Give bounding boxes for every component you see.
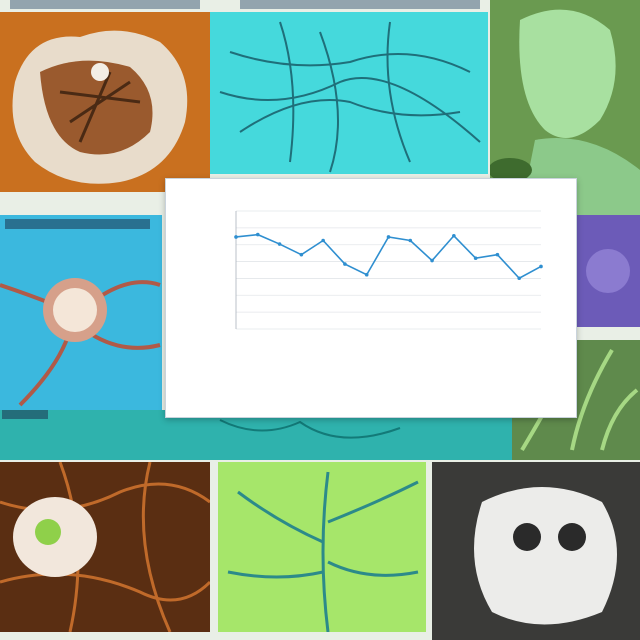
caption-top-center xyxy=(240,0,480,9)
data-point xyxy=(321,238,325,243)
data-point xyxy=(539,264,543,269)
data-point xyxy=(255,232,260,237)
caption-left xyxy=(5,219,150,229)
data-point xyxy=(430,258,434,263)
purple-tissue-photo xyxy=(576,215,640,327)
series-line xyxy=(235,233,542,280)
data-point xyxy=(408,238,413,243)
data-point xyxy=(473,256,478,260)
data-point xyxy=(386,235,391,239)
cell-network-photo xyxy=(0,462,210,632)
data-point xyxy=(452,233,456,238)
neuron-network-top-center xyxy=(210,12,488,174)
data-point xyxy=(299,252,304,257)
caption-top xyxy=(10,0,200,9)
series-points xyxy=(234,232,543,281)
data-point xyxy=(364,272,369,277)
chart-grid xyxy=(235,210,541,330)
data-point xyxy=(343,262,347,266)
data-point xyxy=(495,252,500,257)
teal-strip xyxy=(0,410,512,460)
data-point xyxy=(517,276,522,281)
caption-bottom-left xyxy=(2,410,48,419)
green-branch-photo xyxy=(218,462,426,632)
data-point xyxy=(277,242,282,246)
neuron-cell-illustration xyxy=(0,215,162,410)
specimen-photo-top-left xyxy=(0,12,210,192)
data-point xyxy=(234,235,238,239)
line-chart xyxy=(234,210,543,330)
greyscale-mask-photo xyxy=(432,462,640,640)
line-chart-panel xyxy=(165,178,577,418)
